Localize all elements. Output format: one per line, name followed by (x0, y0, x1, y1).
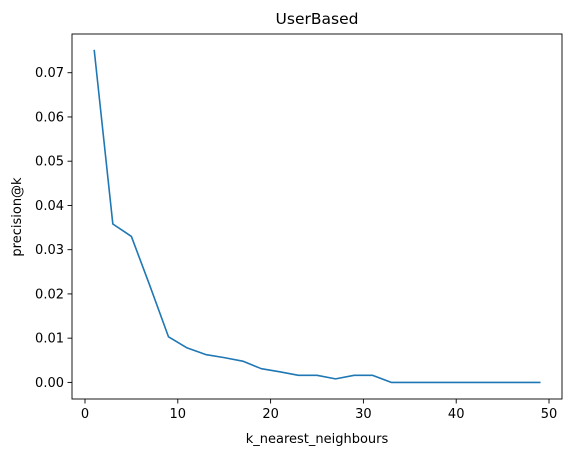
x-axis: 0 10 20 30 40 50 (81, 399, 557, 422)
x-tick-label: 20 (262, 407, 279, 422)
y-axis: 0.00 0.01 0.02 0.03 0.04 0.05 0.06 0.07 (35, 66, 72, 391)
plot-frame (71, 33, 563, 400)
x-tick-label: 10 (170, 407, 187, 422)
y-tick-label: 0.07 (35, 66, 64, 81)
y-tick-label: 0.04 (35, 199, 64, 214)
x-tick-label: 40 (448, 407, 465, 422)
y-tick-label: 0.03 (35, 243, 64, 258)
plot-area (71, 33, 563, 400)
x-axis-label: k_nearest_neighbours (246, 432, 389, 447)
y-tick-label: 0.05 (35, 155, 64, 170)
y-axis-label: precision@k (10, 177, 25, 257)
y-tick-label: 0.02 (35, 287, 64, 302)
x-tick-label: 0 (81, 407, 89, 422)
y-tick-label: 0.00 (35, 376, 64, 391)
y-tick-label: 0.06 (35, 110, 64, 125)
x-tick-label: 30 (355, 407, 372, 422)
y-tick-label: 0.01 (35, 332, 64, 347)
x-tick-label: 50 (541, 407, 558, 422)
chart-title: UserBased (276, 10, 359, 28)
series-line-0 (93, 49, 541, 384)
